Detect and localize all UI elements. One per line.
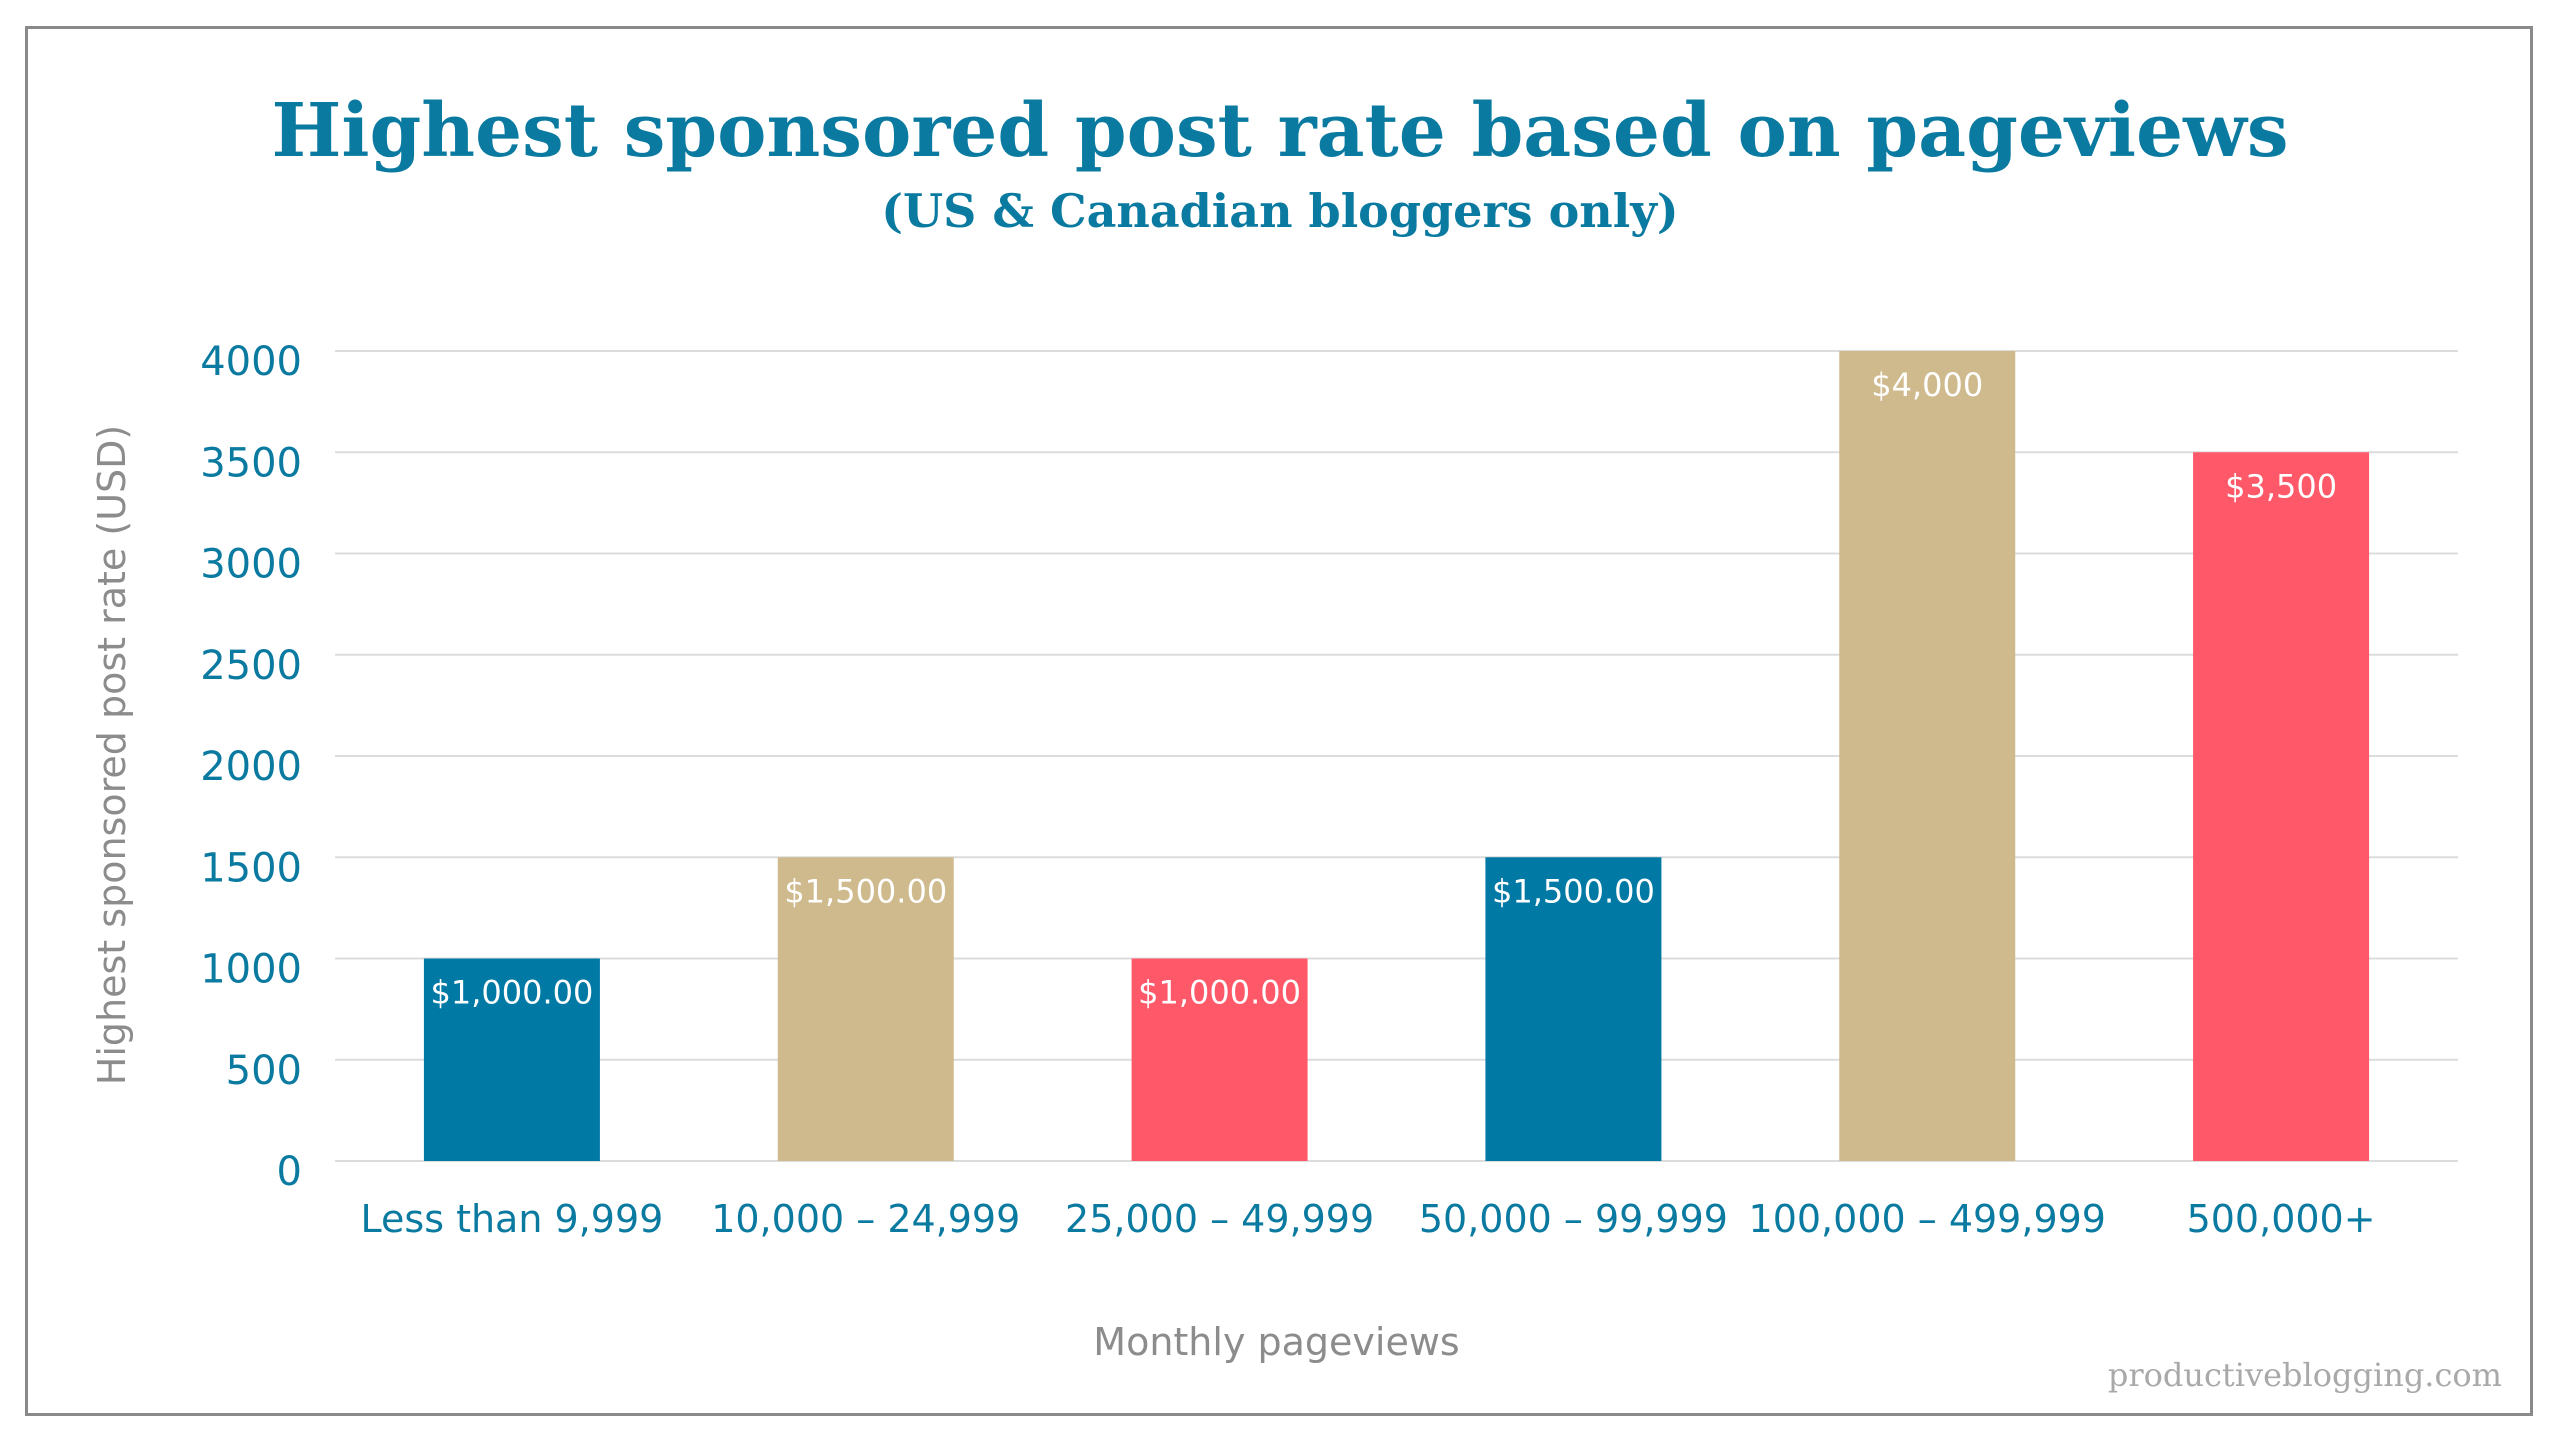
bar — [1485, 857, 1662, 1161]
x-tick-label: Less than 9,999 — [361, 1197, 664, 1241]
bar — [777, 857, 954, 1161]
y-tick-label: 4000 — [200, 339, 302, 385]
x-axis-label: Monthly pageviews — [1093, 1320, 1459, 1364]
y-axis-label: Highest sponsored post rate (USD) — [90, 425, 134, 1085]
bar — [2193, 452, 2370, 1161]
chart-subtitle: (US & Canadian bloggers only) — [881, 184, 1679, 238]
x-tick-label: 25,000 – 49,999 — [1065, 1197, 1374, 1241]
y-tick-label: 3000 — [200, 542, 302, 588]
x-tick-label: 100,000 – 499,999 — [1749, 1197, 2106, 1241]
y-tick-label: 500 — [226, 1048, 302, 1094]
y-tick-label: 0 — [277, 1149, 302, 1195]
chart-frame — [25, 26, 2533, 1416]
bar — [1131, 958, 1308, 1161]
x-tick-label: 10,000 – 24,999 — [711, 1197, 1020, 1241]
data-label: $1,000.00 — [430, 974, 593, 1012]
y-tick-label: 2000 — [200, 744, 302, 790]
data-label: $3,500 — [2225, 467, 2337, 505]
y-tick-label: 3500 — [200, 440, 302, 486]
bar — [423, 958, 600, 1161]
y-tick-label: 1000 — [200, 947, 302, 993]
data-label: $1,000.00 — [1138, 974, 1301, 1012]
y-tick-label: 1500 — [200, 845, 302, 891]
y-tick-label: 2500 — [200, 643, 302, 689]
data-label: $1,500.00 — [1492, 872, 1655, 910]
chart-title: Highest sponsored post rate based on pag… — [271, 88, 2289, 174]
bar — [1839, 351, 2016, 1161]
x-tick-label: 50,000 – 99,999 — [1419, 1197, 1728, 1241]
watermark: productiveblogging.com — [2107, 1356, 2502, 1394]
data-label: $4,000 — [1871, 366, 1983, 404]
x-tick-label: 500,000+ — [2187, 1197, 2376, 1241]
data-label: $1,500.00 — [784, 872, 947, 910]
